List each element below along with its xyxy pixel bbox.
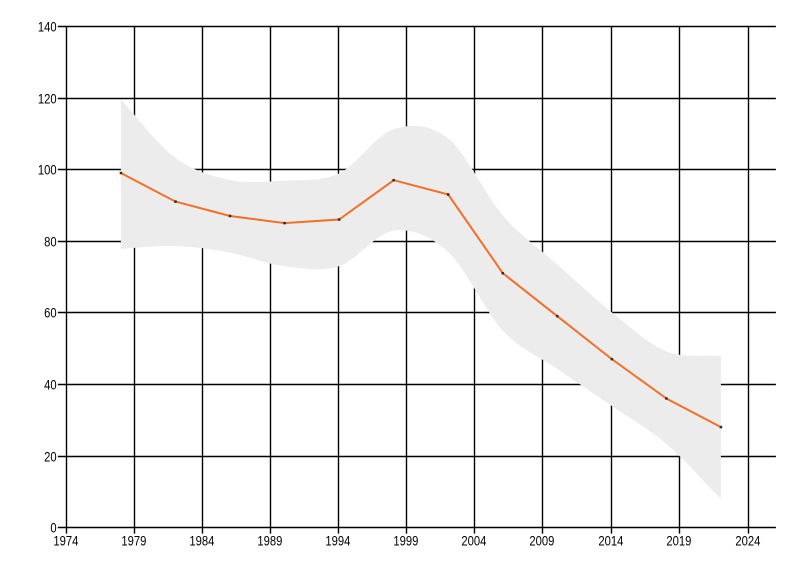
svg-text:40: 40 xyxy=(44,377,57,392)
svg-text:1994: 1994 xyxy=(325,533,350,548)
svg-text:2019: 2019 xyxy=(666,533,691,548)
svg-text:2014: 2014 xyxy=(598,533,623,548)
svg-text:2004: 2004 xyxy=(461,533,486,548)
svg-text:2024: 2024 xyxy=(735,533,760,548)
svg-text:1984: 1984 xyxy=(189,533,214,548)
svg-text:2009: 2009 xyxy=(529,533,554,548)
svg-text:80: 80 xyxy=(44,234,57,249)
svg-text:1999: 1999 xyxy=(393,533,418,548)
svg-text:60: 60 xyxy=(44,305,57,320)
svg-text:120: 120 xyxy=(38,91,57,106)
svg-text:140: 140 xyxy=(38,19,57,34)
svg-text:20: 20 xyxy=(44,449,57,464)
svg-text:1974: 1974 xyxy=(53,533,78,548)
svg-text:1989: 1989 xyxy=(257,533,282,548)
svg-text:0: 0 xyxy=(50,520,56,535)
svg-text:100: 100 xyxy=(38,162,57,177)
svg-text:1979: 1979 xyxy=(121,533,146,548)
